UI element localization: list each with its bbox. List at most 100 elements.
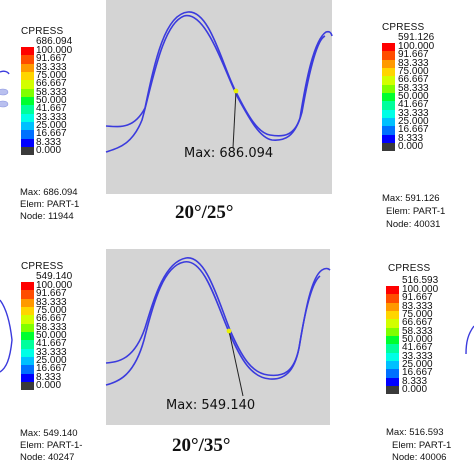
scale-swatch xyxy=(21,146,34,156)
scale-level-label: 41.667 xyxy=(36,338,67,350)
scale-level-label: 83.333 xyxy=(36,296,67,308)
partial-gear-left-top xyxy=(0,100,9,108)
scale-swatch xyxy=(21,138,34,147)
info-elem: Elem: PART-1 xyxy=(20,199,80,210)
scale-level-label: 16.667 xyxy=(36,128,67,140)
scale-level-label: 16.667 xyxy=(402,367,433,379)
legend-max-value: 591.126 xyxy=(398,32,435,43)
scale-swatch xyxy=(382,142,395,152)
scale-swatch xyxy=(21,340,34,349)
scale-level-label: 16.667 xyxy=(36,363,67,375)
scale-level-label: 100.000 xyxy=(398,41,435,52)
legend-title: CPRESS xyxy=(21,26,64,37)
scale-level-label: 100.000 xyxy=(402,284,439,295)
scale-level-label: 33.333 xyxy=(398,107,429,119)
scale-swatch xyxy=(382,134,395,143)
legend-title: CPRESS xyxy=(382,22,425,33)
tooth-profile-curve xyxy=(105,261,321,386)
tooth-profile-curve xyxy=(105,15,326,153)
scale-swatch xyxy=(382,76,395,85)
scale-level-label: 75.000 xyxy=(36,69,67,81)
scale-swatch xyxy=(21,356,34,366)
scale-swatch xyxy=(21,71,34,81)
scale-swatch xyxy=(382,51,395,60)
scale-swatch xyxy=(386,385,399,395)
scale-level-label: 0.000 xyxy=(402,383,428,395)
partial-gear-left-top xyxy=(0,70,10,75)
scale-level-label: 83.333 xyxy=(36,61,67,73)
max-leader-line xyxy=(228,330,244,397)
scale-level-label: 83.333 xyxy=(402,300,433,312)
scale-level-label: 66.667 xyxy=(398,74,429,86)
scale-swatch xyxy=(386,286,399,295)
tooth-profile-curve xyxy=(105,11,333,137)
scale-swatch xyxy=(382,109,395,118)
partial-gear-left-bottom xyxy=(0,299,13,373)
scale-level-label: 100.000 xyxy=(36,45,73,56)
scale-swatch xyxy=(21,331,34,341)
scale-level-label: 0.000 xyxy=(36,144,62,156)
scale-swatch xyxy=(21,365,34,374)
scale-swatch xyxy=(386,335,399,345)
scale-level-label: 33.333 xyxy=(36,111,67,123)
scale-level-label: 75.000 xyxy=(36,304,67,316)
scale-swatch xyxy=(21,290,34,299)
scale-level-label: 91.667 xyxy=(36,53,67,65)
scale-swatch xyxy=(21,298,34,307)
figure-caption: 20°/35° xyxy=(172,435,231,456)
legend-max-value: 686.094 xyxy=(36,36,73,47)
contact-plot-bottom xyxy=(106,249,330,425)
info-elem: Elem: PART-1- xyxy=(20,440,83,451)
scale-swatch xyxy=(386,369,399,378)
max-value-label: Max: 549.140 xyxy=(166,398,256,413)
max-value-label: Max: 686.094 xyxy=(184,146,274,161)
scale-swatch xyxy=(21,113,34,122)
scale-level-label: 25.000 xyxy=(36,119,67,131)
figure-caption: 20°/25° xyxy=(175,202,234,223)
legend-max-value: 549.140 xyxy=(36,271,73,282)
scale-swatch xyxy=(386,294,399,303)
info-node: Node: 40031 xyxy=(386,219,441,230)
scale-swatch xyxy=(21,63,34,72)
scale-level-label: 58.333 xyxy=(36,321,67,333)
max-marker xyxy=(233,88,239,94)
scale-swatch xyxy=(382,59,395,68)
scale-swatch xyxy=(21,373,34,382)
scale-swatch xyxy=(21,47,34,56)
info-node: Node: 40247 xyxy=(20,452,75,463)
scale-swatch xyxy=(21,96,34,106)
tooth-profile-curve xyxy=(105,257,331,377)
scale-level-label: 0.000 xyxy=(36,379,62,391)
scale-swatch xyxy=(382,126,395,135)
scale-swatch xyxy=(21,130,34,139)
info-node: Node: 11944 xyxy=(20,211,74,222)
max-leader-line xyxy=(232,90,237,149)
scale-level-label: 8.333 xyxy=(402,375,428,387)
scale-swatch xyxy=(386,360,399,370)
scale-level-label: 100.000 xyxy=(36,280,73,291)
scale-swatch xyxy=(21,105,34,114)
scale-level-label: 66.667 xyxy=(36,313,67,325)
scale-level-label: 8.333 xyxy=(36,371,62,383)
scale-swatch xyxy=(382,43,395,52)
info-max: Max: 686.094 xyxy=(20,187,78,198)
scale-swatch xyxy=(386,352,399,361)
partial-gear-left-top xyxy=(0,88,9,96)
scale-level-label: 75.000 xyxy=(398,65,429,77)
scale-swatch xyxy=(21,306,34,316)
scale-swatch xyxy=(386,302,399,311)
scale-level-label: 50.000 xyxy=(36,329,67,341)
max-marker xyxy=(226,328,232,334)
scale-level-label: 50.000 xyxy=(36,94,67,106)
info-max: Max: 591.126 xyxy=(382,193,440,204)
scale-level-label: 0.000 xyxy=(398,140,424,152)
scale-level-label: 41.667 xyxy=(36,103,67,115)
scale-swatch xyxy=(382,117,395,127)
scale-level-label: 33.333 xyxy=(402,350,433,362)
scale-level-label: 91.667 xyxy=(36,288,67,300)
scale-swatch xyxy=(382,92,395,102)
scale-swatch xyxy=(386,319,399,328)
info-node: Node: 40006 xyxy=(392,452,447,463)
scale-level-label: 91.667 xyxy=(398,49,429,61)
scale-swatch xyxy=(21,348,34,357)
